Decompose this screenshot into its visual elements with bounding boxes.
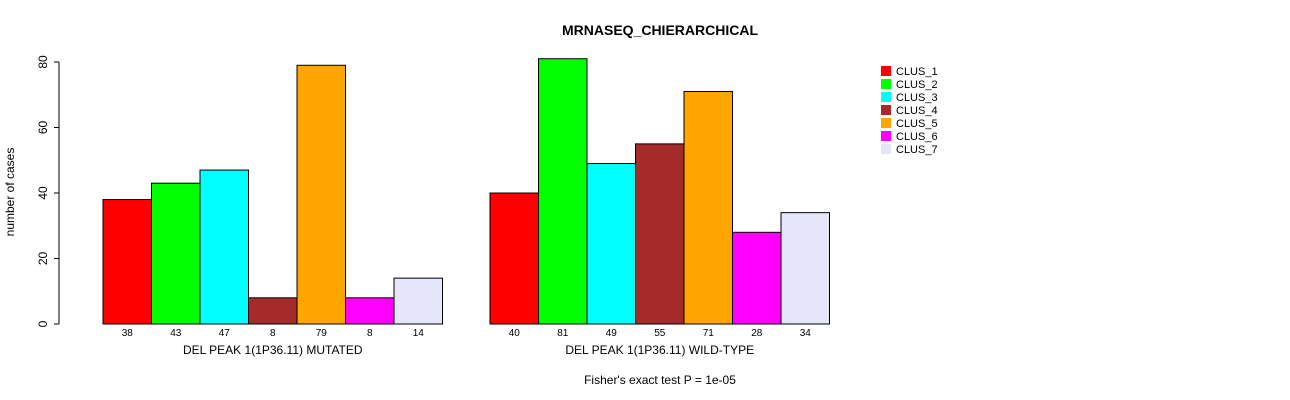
y-tick-label: 20 xyxy=(36,252,50,266)
bar-group: 38 43 47 8 79 8 14 DEL PEAK 1(1P36.11) MUTATED xyxy=(102,64,443,357)
bar xyxy=(538,58,588,325)
y-tick-label: 0 xyxy=(36,320,50,327)
bar-count-label: 55 xyxy=(654,328,666,339)
legend-label: CLUS_2 xyxy=(896,79,938,91)
bar xyxy=(489,192,539,325)
bar-count-label: 38 xyxy=(122,328,134,339)
legend-label: CLUS_6 xyxy=(896,131,938,143)
bar-group: 40 81 49 55 71 28 34 DEL PEAK 1(1P36.11) WILD-T… xyxy=(489,58,830,357)
bar-count-label: 81 xyxy=(557,328,569,339)
bar-count-label: 8 xyxy=(270,328,276,339)
bar xyxy=(683,90,733,325)
bar-count-label: 14 xyxy=(413,328,425,339)
group-label: DEL PEAK 1(1P36.11) WILD-TYPE xyxy=(565,343,754,357)
bar-count-label: 47 xyxy=(219,328,231,339)
footnote: Fisher's exact test P = 1e-05 xyxy=(584,373,736,387)
bar xyxy=(732,231,782,325)
bar-groups: 38 43 47 8 79 8 14 DEL PEAK 1(1P36.11) MUTATED 4… xyxy=(102,58,830,357)
bar-count-label: 79 xyxy=(316,328,328,339)
legend: CLUS_1CLUS_2CLUS_3CLUS_4CLUS_5CLUS_6CLUS… xyxy=(881,66,938,156)
bar xyxy=(635,143,685,325)
bar-count-label: 28 xyxy=(751,328,763,339)
bar-count-label: 43 xyxy=(170,328,182,339)
legend-label: CLUS_3 xyxy=(896,92,938,104)
legend-swatch xyxy=(881,66,891,76)
bar xyxy=(102,199,152,325)
bar xyxy=(586,163,636,325)
legend-item: CLUS_7 xyxy=(881,144,938,156)
legend-item: CLUS_6 xyxy=(881,131,938,143)
legend-swatch xyxy=(881,118,891,128)
bar-count-label: 71 xyxy=(703,328,715,339)
bar-count-label: 40 xyxy=(509,328,521,339)
legend-label: CLUS_7 xyxy=(896,144,938,156)
group-label: DEL PEAK 1(1P36.11) MUTATED xyxy=(183,343,363,357)
legend-item: CLUS_3 xyxy=(881,92,938,104)
y-axis-title: number of cases xyxy=(3,148,17,237)
chart-title: MRNASEQ_CHIERARCHICAL xyxy=(562,22,758,38)
bar xyxy=(780,212,830,325)
y-tick-label: 40 xyxy=(36,186,50,200)
legend-label: CLUS_5 xyxy=(896,118,938,130)
bar-count-label: 49 xyxy=(606,328,618,339)
legend-item: CLUS_4 xyxy=(881,105,938,117)
legend-item: CLUS_2 xyxy=(881,79,938,91)
bar-count-label: 8 xyxy=(367,328,373,339)
bar xyxy=(345,297,395,325)
legend-swatch xyxy=(881,79,891,89)
legend-swatch xyxy=(881,131,891,141)
legend-item: CLUS_1 xyxy=(881,66,938,78)
y-tick-label: 60 xyxy=(36,121,50,135)
y-axis: 0 20 40 60 80 xyxy=(36,55,60,327)
bar xyxy=(296,64,346,325)
bar-count-label: 34 xyxy=(800,328,812,339)
legend-label: CLUS_4 xyxy=(896,105,938,117)
legend-swatch xyxy=(881,92,891,102)
bar xyxy=(393,277,443,325)
bar xyxy=(151,182,201,325)
legend-swatch xyxy=(881,144,891,154)
bar xyxy=(199,169,249,325)
legend-label: CLUS_1 xyxy=(896,66,938,78)
legend-swatch xyxy=(881,105,891,115)
y-tick-label: 80 xyxy=(36,55,50,69)
legend-item: CLUS_5 xyxy=(881,118,938,130)
bar xyxy=(248,297,298,325)
